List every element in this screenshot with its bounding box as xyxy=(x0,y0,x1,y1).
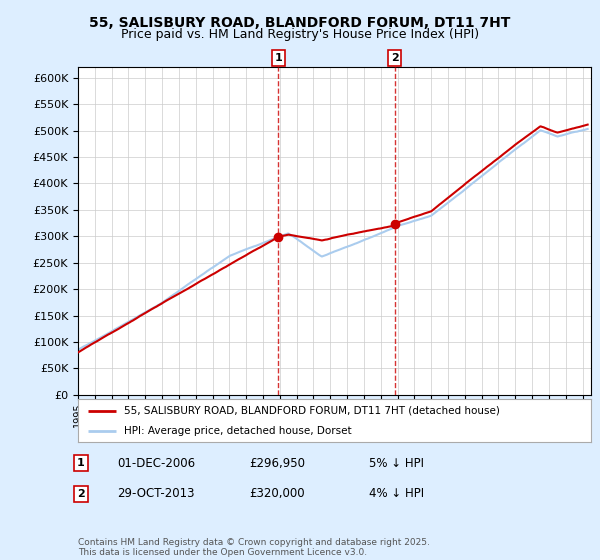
Text: 1: 1 xyxy=(275,53,283,63)
Text: 01-DEC-2006: 01-DEC-2006 xyxy=(117,456,195,470)
Text: Price paid vs. HM Land Registry's House Price Index (HPI): Price paid vs. HM Land Registry's House … xyxy=(121,28,479,41)
Text: 5% ↓ HPI: 5% ↓ HPI xyxy=(369,456,424,470)
Text: 55, SALISBURY ROAD, BLANDFORD FORUM, DT11 7HT: 55, SALISBURY ROAD, BLANDFORD FORUM, DT1… xyxy=(89,16,511,30)
Text: 1: 1 xyxy=(77,458,85,468)
Text: 2: 2 xyxy=(77,489,85,499)
Text: Contains HM Land Registry data © Crown copyright and database right 2025.
This d: Contains HM Land Registry data © Crown c… xyxy=(78,538,430,557)
Text: HPI: Average price, detached house, Dorset: HPI: Average price, detached house, Dors… xyxy=(124,426,352,436)
Text: 2: 2 xyxy=(391,53,398,63)
Text: 29-OCT-2013: 29-OCT-2013 xyxy=(117,487,194,501)
Text: 55, SALISBURY ROAD, BLANDFORD FORUM, DT11 7HT (detached house): 55, SALISBURY ROAD, BLANDFORD FORUM, DT1… xyxy=(124,405,500,416)
Text: £296,950: £296,950 xyxy=(249,456,305,470)
Text: £320,000: £320,000 xyxy=(249,487,305,501)
Text: 4% ↓ HPI: 4% ↓ HPI xyxy=(369,487,424,501)
